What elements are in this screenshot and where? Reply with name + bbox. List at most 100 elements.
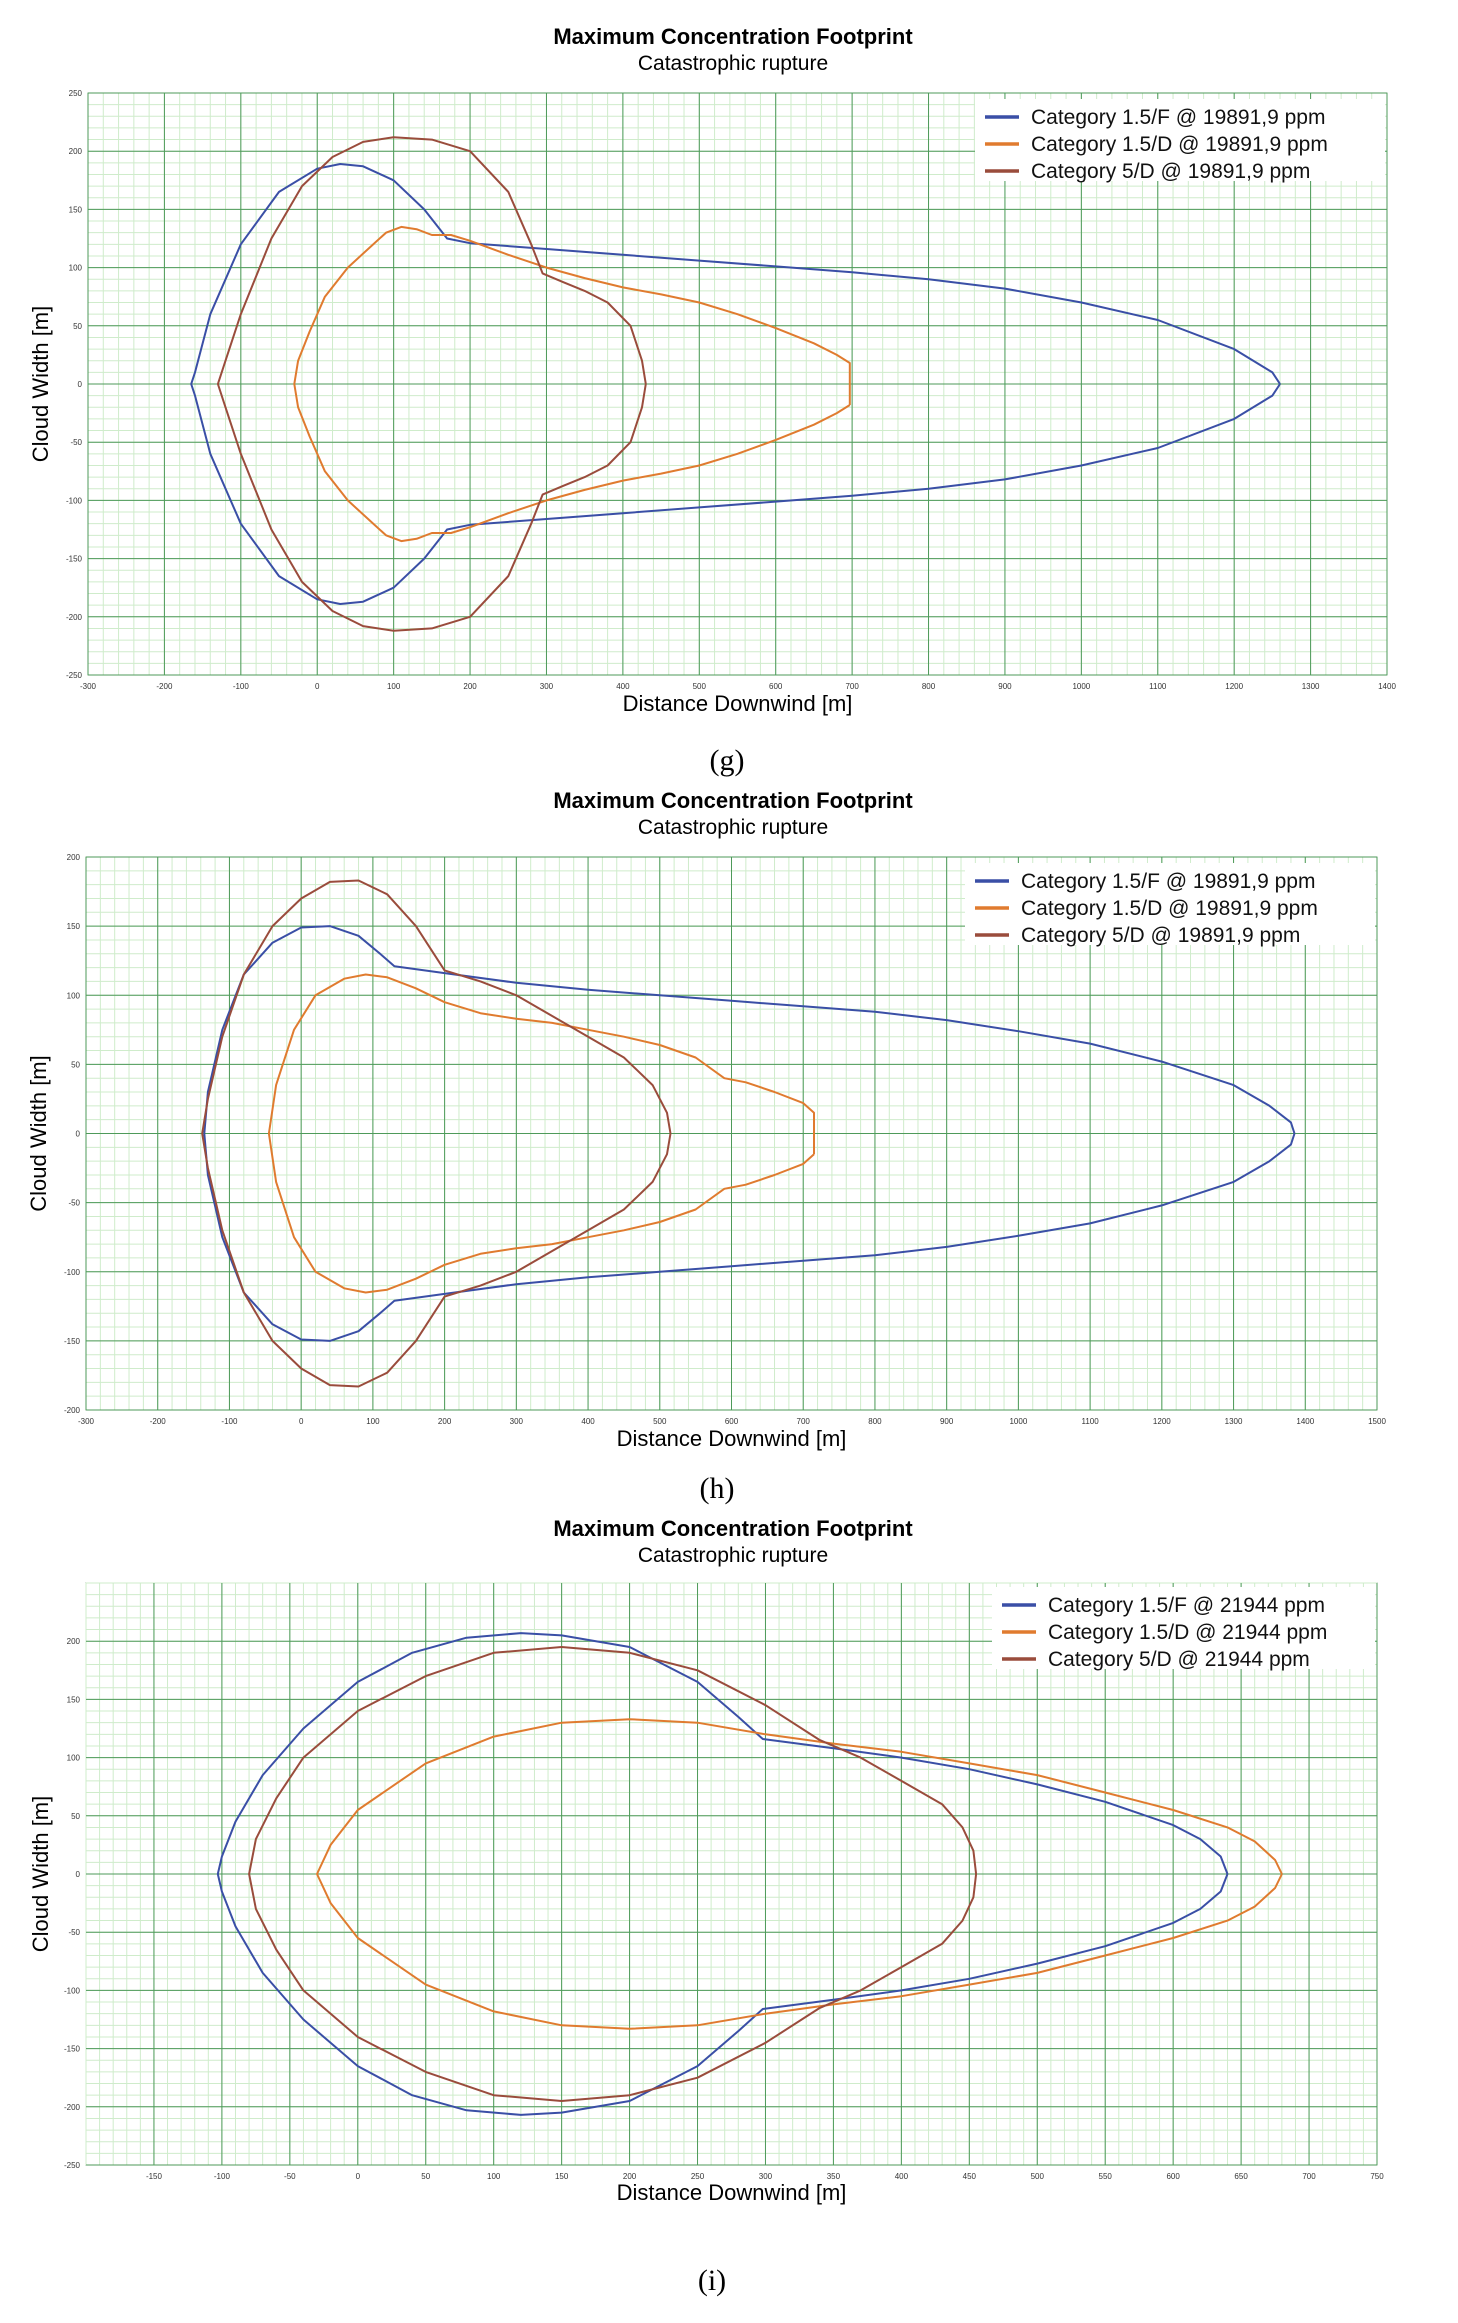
grid <box>85 1582 1378 2166</box>
x-tick-label: 450 <box>963 2172 977 2181</box>
legend-entry: Category 1.5/F @ 19891,9 ppm <box>1031 106 1325 129</box>
y-tick-label: 100 <box>67 991 81 1000</box>
y-axis-label: Cloud Width [m] <box>28 1796 53 1953</box>
x-tick-label: -50 <box>284 2172 296 2181</box>
x-tick-label: 1100 <box>1149 682 1167 691</box>
x-tick-label: 600 <box>725 1417 739 1426</box>
y-tick-label: -200 <box>66 613 83 622</box>
x-tick-label: 350 <box>827 2172 841 2181</box>
series-line-cat-15f <box>190 163 1281 605</box>
x-tick-label: 250 <box>691 2172 705 2181</box>
x-tick-label: 1500 <box>1368 1417 1386 1426</box>
x-tick-label: 800 <box>868 1417 882 1426</box>
y-tick-label: -50 <box>68 1928 80 1937</box>
y-tick-label: 100 <box>67 1754 81 1763</box>
y-tick-label: -250 <box>66 671 83 680</box>
x-tick-label: 500 <box>1031 2172 1045 2181</box>
x-tick-label: 650 <box>1234 2172 1248 2181</box>
y-tick-label: 0 <box>78 380 83 389</box>
x-tick-label: 50 <box>421 2172 430 2181</box>
x-tick-label: 1000 <box>1009 1417 1027 1426</box>
x-tick-label: 400 <box>616 682 630 691</box>
y-tick-label: -150 <box>66 555 83 564</box>
x-tick-label: -200 <box>150 1417 167 1426</box>
y-tick-label: 50 <box>71 1060 80 1069</box>
legend-box <box>992 1587 1375 1669</box>
x-tick-label: 600 <box>769 682 783 691</box>
chart-panel-i: Maximum Concentration Footprint Catastrop… <box>28 1516 1384 2297</box>
x-tick-label: 500 <box>653 1417 667 1426</box>
legend-entry: Category 1.5/D @ 19891,9 ppm <box>1031 133 1328 156</box>
y-tick-label: 200 <box>67 853 81 862</box>
x-axis-label: Distance Downwind [m] <box>623 691 853 716</box>
y-tick-label: -250 <box>64 2161 81 2170</box>
panel-label: (g) <box>710 744 745 777</box>
x-tick-label: 1400 <box>1296 1417 1314 1426</box>
x-tick-label: -200 <box>156 682 173 691</box>
chart-subtitle: Catastrophic rupture <box>638 816 828 839</box>
series-line-cat-5d <box>248 1646 978 2102</box>
legend-entry: Category 5/D @ 21944 ppm <box>1048 1648 1310 1671</box>
x-tick-label: 1300 <box>1302 682 1320 691</box>
legend-entry: Category 1.5/F @ 19891,9 ppm <box>1021 870 1315 893</box>
y-tick-label: 100 <box>69 264 83 273</box>
y-tick-label: -150 <box>64 2045 81 2054</box>
y-tick-label: 150 <box>67 1695 81 1704</box>
series-line-cat-5d <box>216 136 647 632</box>
x-tick-label: 700 <box>797 1417 811 1426</box>
x-tick-label: 400 <box>895 2172 909 2181</box>
x-tick-label: 900 <box>940 1417 954 1426</box>
y-tick-label: 50 <box>73 322 82 331</box>
series-line-cat-15d <box>293 225 851 543</box>
legend-entry: Category 5/D @ 19891,9 ppm <box>1031 160 1310 183</box>
y-axis-label: Cloud Width [m] <box>28 306 53 463</box>
x-axis-label: Distance Downwind [m] <box>617 1426 847 1451</box>
x-tick-label: 1000 <box>1072 682 1090 691</box>
x-tick-label: 1300 <box>1225 1417 1243 1426</box>
x-tick-label: 500 <box>693 682 707 691</box>
y-tick-label: 50 <box>71 1812 80 1821</box>
x-tick-label: 750 <box>1370 2172 1384 2181</box>
x-tick-label: 0 <box>299 1417 304 1426</box>
y-tick-label: -50 <box>68 1199 80 1208</box>
y-tick-label: -150 <box>64 1337 81 1346</box>
chart-title: Maximum Concentration Footprint <box>553 1516 913 1541</box>
y-tick-label: -100 <box>66 496 83 505</box>
y-tick-label: -100 <box>64 1986 81 1995</box>
x-tick-label: 300 <box>540 682 554 691</box>
series-line-cat-15d <box>267 973 815 1294</box>
legend: Category 1.5/F @ 19891,9 ppm Category 1.5… <box>965 863 1375 947</box>
x-tick-label: 100 <box>487 2172 501 2181</box>
y-axis-label: Cloud Width [m] <box>26 1055 51 1212</box>
x-tick-label: -300 <box>78 1417 95 1426</box>
x-tick-label: 1100 <box>1082 1417 1100 1426</box>
chart-panel-g: Maximum Concentration Footprint Catastrop… <box>28 24 1396 777</box>
series-line-cat-15d <box>316 1718 1283 2030</box>
series-line-cat-15f <box>203 925 1296 1342</box>
y-tick-label: 0 <box>76 1130 81 1139</box>
x-tick-label: -100 <box>233 682 250 691</box>
chart-title: Maximum Concentration Footprint <box>553 24 913 49</box>
x-tick-label: 300 <box>510 1417 524 1426</box>
x-tick-label: 200 <box>438 1417 452 1426</box>
legend-entry: Category 1.5/D @ 19891,9 ppm <box>1021 897 1318 920</box>
legend-entry: Category 1.5/F @ 21944 ppm <box>1048 1594 1325 1617</box>
panel-label: (i) <box>698 2264 726 2297</box>
legend-entry: Category 1.5/D @ 21944 ppm <box>1048 1621 1327 1644</box>
legend-box <box>965 863 1375 945</box>
chart-subtitle: Catastrophic rupture <box>638 1544 828 1567</box>
x-tick-label: -100 <box>214 2172 231 2181</box>
y-tick-label: -50 <box>70 438 82 447</box>
x-tick-label: 200 <box>463 682 477 691</box>
y-tick-label: 250 <box>69 89 83 98</box>
y-tick-label: -200 <box>64 2103 81 2112</box>
x-tick-label: -100 <box>221 1417 238 1426</box>
series-line-cat-15f <box>216 1632 1229 2116</box>
x-tick-label: -150 <box>146 2172 163 2181</box>
x-tick-label: 700 <box>1302 2172 1316 2181</box>
x-tick-label: -300 <box>80 682 97 691</box>
chart-title: Maximum Concentration Footprint <box>553 788 913 813</box>
y-tick-label: 150 <box>69 205 83 214</box>
x-tick-label: 0 <box>356 2172 361 2181</box>
